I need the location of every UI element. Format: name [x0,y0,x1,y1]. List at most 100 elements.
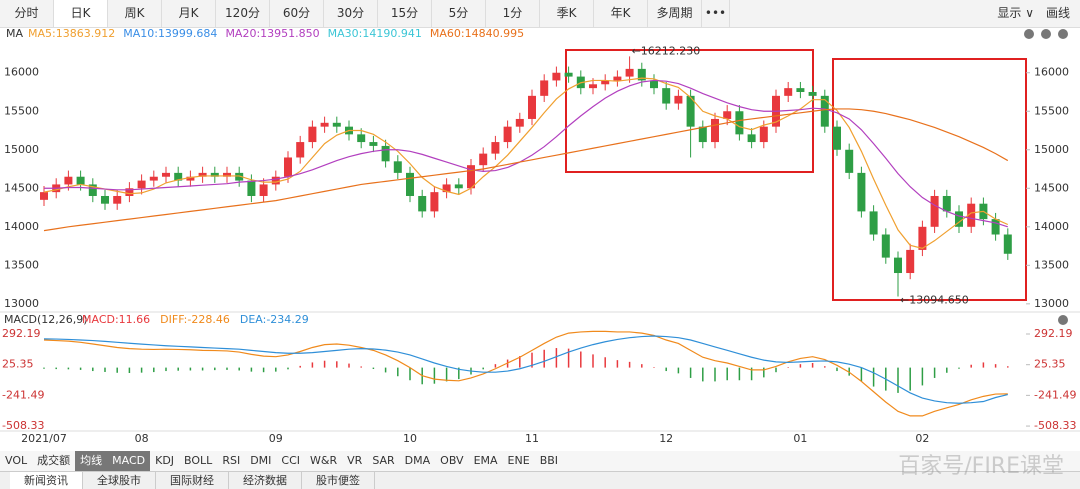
candle-body [332,122,341,127]
candle-body [955,211,963,227]
chart: MA MA5:13863.912 MA10:13999.684 MA20:13951.… [0,27,1080,445]
period-tab[interactable]: 多周期 [648,0,702,27]
bottom-tab[interactable]: 全球股市 [83,472,156,489]
indicator-tab[interactable]: OBV [440,454,464,467]
indicator-tab[interactable]: 成交额 [37,454,71,467]
period-tab[interactable]: 30分 [324,0,378,27]
candle-body [613,76,622,81]
candle-body [881,234,890,258]
y-tick-label: 15500 [1034,104,1069,117]
x-tick-label: 2021/07 [21,432,67,445]
candle-body [650,80,658,89]
bottom-tab[interactable]: 新闻资讯 [10,472,83,489]
period-tab[interactable]: 年K [594,0,648,27]
candle-body [735,111,744,135]
candle-body [601,80,610,85]
indicator-tab[interactable]: EMA [473,454,498,467]
settings-icon[interactable] [1058,315,1068,325]
candle-body [784,88,793,96]
candle-body [540,80,549,96]
indicator-tab[interactable]: BOLL [184,454,213,467]
indicator-tab[interactable]: MACD [107,451,151,471]
toolbar-button[interactable]: 显示 ∨ [997,6,1034,20]
indicator-tab[interactable]: ENE [507,454,530,467]
ma-title: MA [6,27,23,40]
x-tick-label: 02 [915,432,929,445]
period-tab[interactable]: 120分 [216,0,270,27]
y-tick-label: 13500 [1034,258,1069,271]
candle-body [796,88,805,92]
period-tab[interactable]: 5分 [432,0,486,27]
bottom-tab[interactable]: 股市便签 [302,472,375,489]
indicator-tab[interactable]: SAR [372,454,395,467]
candle-body [320,122,329,127]
y-tick-label: 14500 [1034,181,1069,194]
bottom-tab[interactable]: 经济数据 [229,472,302,489]
y-tick-label: 14500 [4,181,39,194]
candle-body [210,172,219,177]
x-tick-label: 10 [403,432,417,445]
candle-body [845,149,854,173]
y-tick-label: 15000 [4,143,39,156]
candle-body [686,95,695,127]
candle-body [223,172,231,177]
candle-body [491,142,500,154]
indicator-tab[interactable]: 均线 [75,451,108,471]
settings-icon[interactable] [1058,29,1068,39]
bottom-tabs: 新闻资讯 全球股市 国际财经 经济数据 股市便签 [0,471,1080,489]
candle-body [162,172,170,177]
toolbar-button[interactable]: 画线 [1045,6,1070,20]
indicator-tab[interactable]: RSI [222,454,241,467]
zoom-in-icon[interactable] [1024,29,1034,39]
y-tick-label: 16000 [4,66,39,79]
period-tab[interactable]: 15分 [378,0,432,27]
indicator-tab[interactable]: DMI [250,454,272,467]
candle-body [259,184,268,196]
period-tab[interactable]: 1分 [486,0,540,27]
candle-body [284,157,292,177]
candle-body [418,195,427,212]
period-tab[interactable]: ••• [702,0,730,27]
candle-body [967,203,976,227]
indicator-tab[interactable]: VR [347,454,363,467]
y-tick-label: 13000 [1034,297,1069,310]
candle-body [503,126,512,143]
ma-line [43,108,1009,232]
candle-body [930,195,939,227]
period-tab[interactable]: 月K [162,0,216,27]
candle-body [662,88,671,104]
indicator-tab[interactable]: CCI [281,454,301,467]
candle-body [247,180,256,196]
candle-body [393,161,402,173]
candle-body [1003,234,1012,254]
indicator-tab[interactable]: DMA [404,454,431,467]
macd-title: MACD(12,26,9) [4,313,88,326]
zoom-out-icon[interactable] [1041,29,1051,39]
indicator-tab[interactable]: W&R [310,454,338,467]
indicator-tab[interactable]: BBI [539,454,559,467]
candle-body [833,126,841,150]
y-tick-label: 14000 [4,220,39,233]
indicator-tab[interactable]: KDJ [155,454,175,467]
legend-entry: MA20:13951.850 [225,27,319,40]
period-tab[interactable]: 日K [54,0,108,27]
bottom-tab[interactable]: 国际财经 [156,472,229,489]
period-tab[interactable]: 60分 [270,0,324,27]
candle-body [198,172,207,177]
period-tab[interactable]: 季K [540,0,594,27]
period-tab[interactable]: 分时 [0,0,54,27]
watermark: 百家号/FIRE课堂 [898,454,1064,479]
candle-body [76,176,85,185]
x-tick-label: 12 [659,432,673,445]
candle-body [528,95,536,119]
candle-body [723,111,732,119]
period-tab[interactable]: 周K [108,0,162,27]
indicator-tab[interactable]: VOL [5,454,28,467]
y-tick-label: -241.49 [1034,388,1076,401]
y-tick-label: 13000 [4,297,39,310]
candle-body [711,118,719,143]
x-tick-label: 09 [269,432,283,445]
candle-body [991,219,1000,235]
legend-entry: MA5:13863.912 [28,27,115,40]
